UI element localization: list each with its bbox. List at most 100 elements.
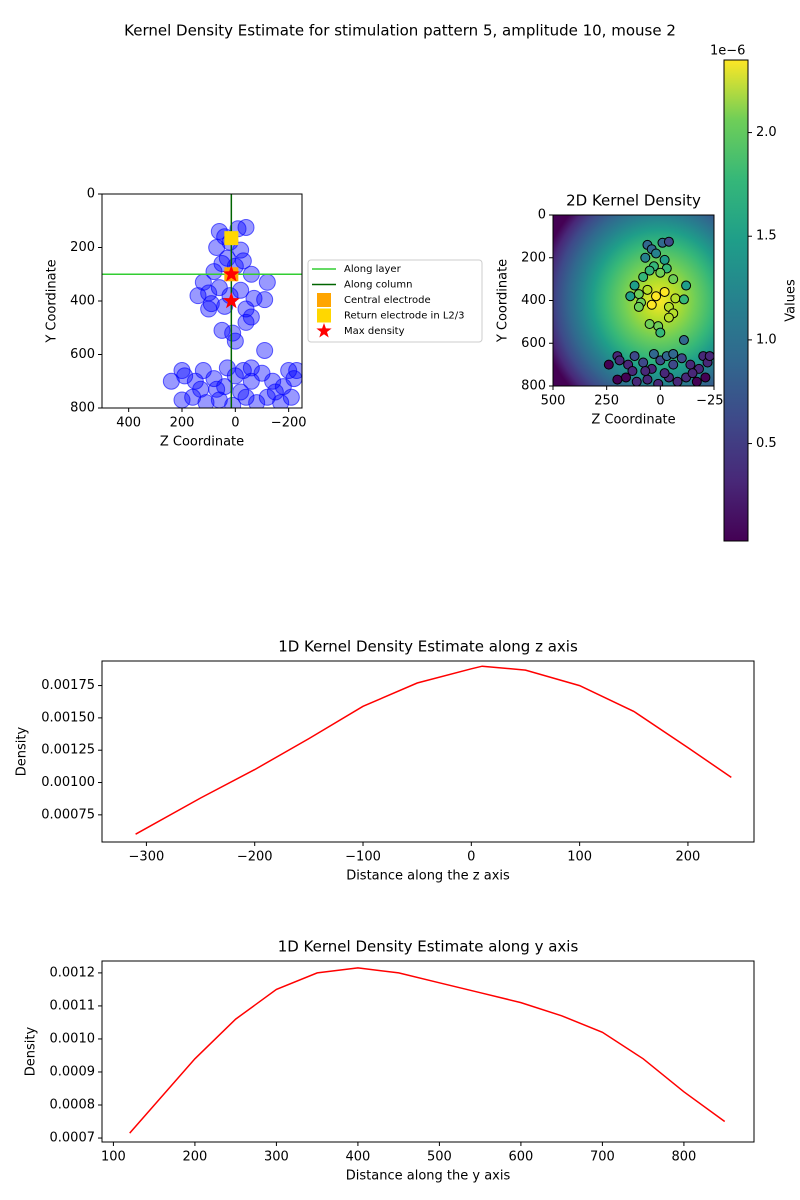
scatter-point	[226, 332, 244, 350]
scatter-point	[192, 380, 210, 398]
x-tick-label: 200	[676, 850, 701, 865]
axes-frame	[101, 960, 755, 1143]
density-point	[655, 327, 666, 338]
y-axis-label: Density	[15, 726, 30, 776]
legend-box	[307, 259, 483, 343]
x-tick-label: −100	[345, 850, 381, 865]
marker-square	[224, 231, 239, 246]
density-point	[676, 353, 687, 364]
density-point	[653, 378, 664, 386]
scatter-point	[232, 281, 250, 299]
density-point	[640, 366, 651, 377]
legend-swatch	[316, 323, 332, 338]
y-tick-label: 400	[70, 294, 95, 309]
scatter-point	[208, 239, 226, 256]
y-tick-label: 0.0009	[50, 1064, 96, 1079]
density-point	[663, 236, 674, 247]
legend-label: Max density	[344, 326, 405, 337]
scatter-point	[218, 359, 236, 377]
y-tick-label: 0.0010	[50, 1031, 96, 1046]
density-point	[648, 348, 659, 359]
density-point	[678, 294, 689, 305]
plot-area	[553, 215, 714, 386]
scatter-point	[288, 362, 302, 380]
axes-frame	[552, 214, 715, 387]
x-tick-label: 600	[508, 1150, 533, 1165]
x-tick-label: 500	[541, 394, 566, 409]
density-point	[646, 299, 657, 310]
x-tick-label: 400	[345, 1150, 370, 1165]
density-point	[642, 284, 653, 295]
density-point	[678, 335, 689, 346]
y-tick-label: 0.00125	[41, 743, 95, 758]
scatter-point	[189, 287, 207, 305]
scatter-point	[237, 313, 255, 331]
scatter-point	[208, 380, 226, 398]
density-line	[129, 967, 726, 1134]
y-tick-label: 0.0011	[50, 998, 96, 1013]
scatter-point	[266, 383, 284, 401]
scatter-point	[173, 391, 191, 408]
legend-label: Return electrode in L2/3	[344, 311, 465, 322]
scatter-point	[242, 359, 260, 377]
density-point	[659, 254, 670, 265]
colorbar-tick-label: 1.0	[756, 332, 777, 347]
x-tick-label: 100	[567, 850, 592, 865]
y-tick-label: 600	[521, 336, 546, 351]
legend-label: Along column	[344, 280, 412, 291]
x-tick-label: −200	[271, 416, 307, 431]
scatter-point	[176, 367, 194, 385]
density-point	[672, 376, 683, 386]
scatter-point	[258, 273, 276, 291]
x-tick-label: 800	[671, 1150, 696, 1165]
x-tick-label: 300	[264, 1150, 289, 1165]
density-point	[687, 368, 698, 379]
scatter-point	[248, 394, 266, 408]
y-tick-label: 0.0008	[50, 1098, 96, 1113]
x-tick-label: 0	[467, 850, 475, 865]
y-tick-label: 0.0007	[50, 1131, 96, 1146]
scatter-point	[237, 218, 255, 236]
density-point	[659, 368, 670, 379]
density-point	[651, 291, 662, 302]
colorbar-offset: 1e−6	[710, 44, 745, 59]
scatter-point	[232, 241, 250, 259]
axes-frame	[101, 660, 755, 843]
density-point	[651, 248, 662, 259]
y-tick-label: 0.00100	[41, 775, 95, 790]
y-tick-label: 600	[70, 347, 95, 362]
colorbar	[723, 59, 749, 542]
density-point	[638, 357, 649, 368]
y-tick-label: 0.0012	[50, 965, 96, 980]
x-axis-label: Z Coordinate	[591, 413, 675, 428]
scatter-point	[256, 341, 274, 359]
density-point	[685, 359, 696, 370]
legend-swatch	[317, 308, 331, 323]
x-axis-label: Distance along the y axis	[346, 1169, 511, 1184]
scatter-point	[205, 263, 223, 281]
x-tick-label: 200	[182, 1150, 207, 1165]
density-point	[629, 280, 640, 291]
colorbar-label: Values	[784, 279, 799, 322]
density-point	[603, 359, 614, 370]
x-tick-label: 700	[590, 1150, 615, 1165]
density-point	[614, 355, 625, 366]
y-tick-label: 0.00075	[41, 807, 95, 822]
plot-area	[102, 194, 302, 408]
marker-star	[222, 265, 240, 282]
density-point	[631, 376, 642, 386]
y-tick-label: 200	[70, 240, 95, 255]
density-point	[644, 265, 655, 276]
x-tick-label: −200	[237, 850, 273, 865]
colorbar-tick-label: 0.5	[756, 436, 777, 451]
scatter-point	[200, 300, 218, 318]
density-point	[633, 289, 644, 300]
density-point	[625, 291, 636, 302]
density-point	[638, 271, 649, 282]
axes-title: 2D Kernel Density	[566, 192, 701, 210]
x-tick-label: 100	[101, 1150, 126, 1165]
colorbar-tick-label: 1.5	[756, 229, 777, 244]
y-tick-label: 0	[87, 187, 95, 202]
density-point	[668, 359, 679, 370]
colorbar-tick-label: 2.0	[756, 125, 777, 140]
